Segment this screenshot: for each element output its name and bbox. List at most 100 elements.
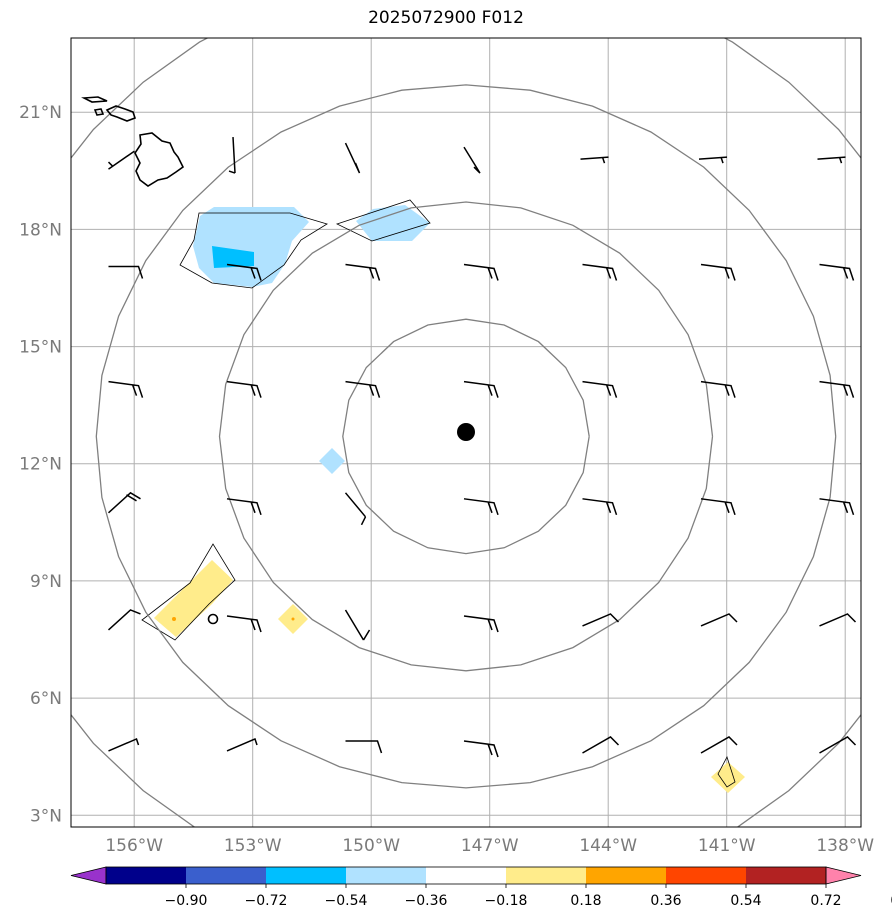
colorbar-bin [266,867,346,884]
range-ring [342,318,590,555]
storm-center-marker [457,423,475,441]
lon-tick-label: 153°W [224,836,282,856]
lon-tick-label: 144°W [579,836,637,856]
wind-barb [582,736,620,754]
wind-barb [463,498,499,516]
wind-barb [108,265,144,279]
range-ring [95,84,837,789]
wind-barb [228,137,236,174]
lon-tick-label: 147°W [461,836,519,856]
colorbar-extend-high [825,866,862,885]
lat-tick-label: 18°N [19,220,62,240]
wind-barb [107,609,141,631]
shade-light-blue-west [193,207,309,287]
shade-orange-speck-2 [291,617,295,621]
wind-barb [107,491,141,514]
wind-barb [226,380,262,398]
wind-barb [817,156,846,164]
latitude-labels: 21°N 18°N 15°N 12°N 9°N 6°N 3°N [19,103,62,826]
island-big-island [134,132,185,187]
wind-barb [463,380,499,398]
range-rings [71,38,861,827]
wind-barb [345,380,381,398]
colorbar-bin [666,867,746,884]
shade-orange-speck-1 [172,617,176,621]
wind-barb [345,263,381,281]
wind-barb [226,737,258,752]
lat-tick-label: 3°N [30,806,62,826]
map-frame [70,37,862,828]
lon-tick-label: 138°W [816,836,874,856]
island-molokai [81,96,108,103]
wind-barb [582,613,620,627]
colorbar-tick-label: −0.18 [485,893,528,909]
wind-barb [698,156,728,164]
colorbar-tick-label: −0.54 [325,893,368,909]
colorbar-bin [346,867,426,884]
wind-barb [819,498,855,516]
wind-barb [582,263,618,281]
wind-barb [226,498,262,516]
colorbar-tick-label: 0.72 [810,893,841,909]
wind-barb [107,150,135,170]
colorbar-bin [506,867,586,884]
island-maui [105,105,137,122]
colorbar-tick-label: −0.36 [405,893,448,909]
wind-barb [819,380,855,398]
lon-tick-label: 156°W [105,836,163,856]
shade-light-blue-dot [319,448,345,474]
wind-barb [582,380,618,398]
longitude-labels: 156°W 153°W 150°W 147°W 144°W 141°W 138°W [105,836,874,856]
contour-southeast-yellow [717,755,736,788]
colorbar: −0.90 −0.72 −0.54 −0.36 −0.18 0.18 0.36 0.54 0.7… [70,866,892,909]
wind-barb [226,263,262,281]
wind-barb [463,740,499,758]
wind-barb [226,615,262,633]
colorbar-tick-label: 0.90 [890,893,892,909]
lat-tick-label: 6°N [30,689,62,709]
wind-barb [700,498,736,516]
open-circle-marker [207,613,219,625]
colorbar-bin [746,867,826,884]
lon-tick-label: 141°W [698,836,756,856]
lat-tick-label: 15°N [19,338,62,358]
shade-blue-core [212,246,254,268]
lat-tick-label: 9°N [30,572,62,592]
wind-barb [463,146,481,174]
wind-barb [108,737,140,752]
hawaii-coastline [81,96,185,187]
colorbar-tick-label: 0.36 [650,893,681,909]
shade-yellow-west [154,560,233,637]
colorbar-frame [105,866,827,885]
island-lanai [93,108,105,116]
wind-barb [700,613,738,627]
range-ring [218,201,714,672]
colorbar-tick-label: −0.90 [165,893,208,909]
colorbar-tick-label: −0.72 [245,893,288,909]
graticule [71,38,861,827]
wind-barb [700,736,738,754]
anomaly-contours [141,199,736,788]
wind-barb [819,613,857,627]
colorbar-extend-low [70,866,107,885]
colorbar-bin [426,867,506,884]
colorbar-tick-label: 0.18 [570,893,601,909]
wind-barb [700,380,736,398]
contour-east-blue [335,199,431,242]
wind-barbs [107,137,857,758]
colorbar-tick-label: 0.54 [730,893,761,909]
wind-barb [582,498,618,516]
colorbar-bin [106,867,186,884]
wind-barb [344,609,371,641]
wind-barb [345,740,383,754]
lon-tick-label: 150°W [342,836,400,856]
wind-barb [463,615,499,633]
markers [207,423,475,625]
shade-light-blue-east [356,205,430,241]
wind-barb [700,263,736,281]
map-title: 2025072900 F012 [368,8,524,28]
contour-west-yellow [141,543,236,641]
wind-barb [819,736,857,754]
wind-barb [344,142,361,174]
